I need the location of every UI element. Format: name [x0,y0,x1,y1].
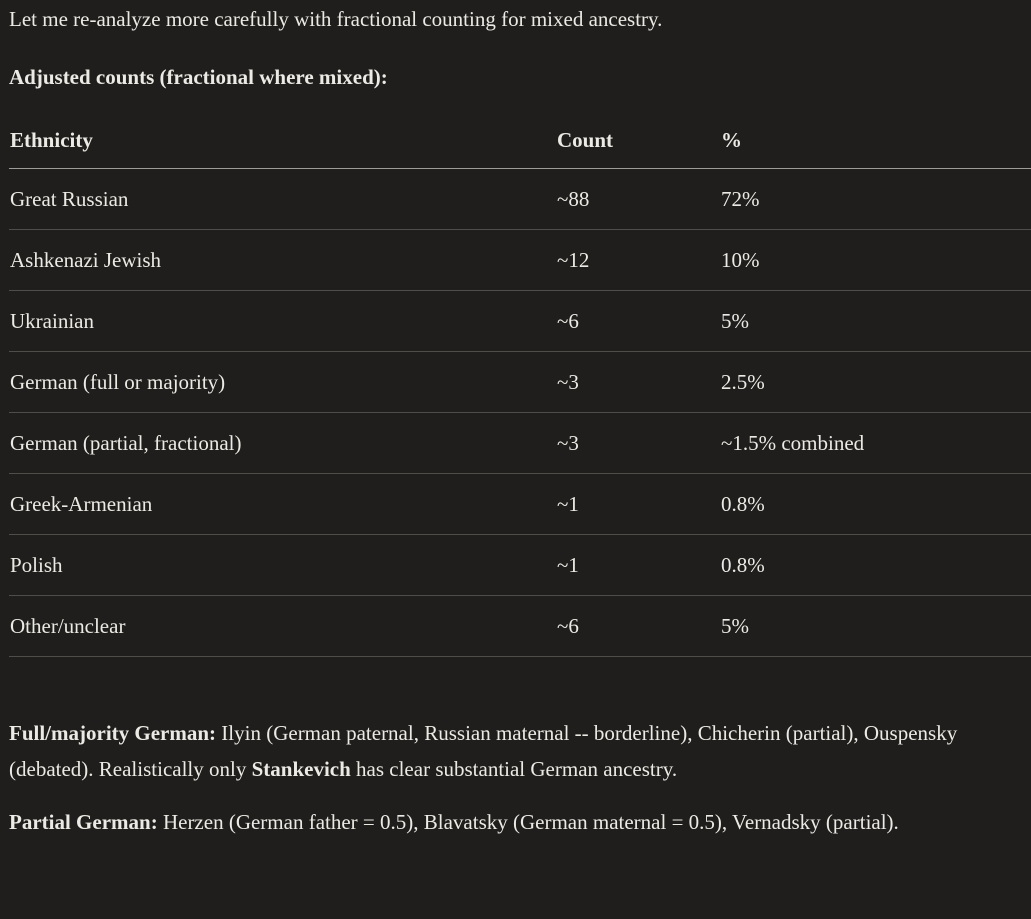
cell-percent: 5% [720,595,1031,657]
partial-german-label: Partial German: [9,810,158,834]
cell-count: ~3 [556,351,720,413]
table-row: German (partial, fractional) ~3 ~1.5% co… [9,412,1031,474]
full-majority-german-paragraph: Full/majority German: Ilyin (German pate… [9,715,1017,787]
column-header-percent: % [720,111,1031,169]
cell-count: ~3 [556,412,720,474]
cell-count: ~12 [556,229,720,291]
intro-text: Let me re-analyze more carefully with fr… [9,7,663,31]
table-row: Other/unclear ~6 5% [9,595,1031,657]
column-header-ethnicity: Ethnicity [9,111,556,169]
cell-percent: ~1.5% combined [720,412,1031,474]
table-row: Polish ~1 0.8% [9,534,1031,596]
cell-ethnicity: Great Russian [9,168,556,230]
chat-message: Let me re-analyze more carefully with fr… [9,7,1031,840]
partial-german-paragraph: Partial German: Herzen (German father = … [9,804,1017,840]
cell-ethnicity: Ashkenazi Jewish [9,229,556,291]
table-row: Ashkenazi Jewish ~12 10% [9,229,1031,291]
full-majority-german-label: Full/majority German: [9,721,217,745]
cell-ethnicity: German (full or majority) [9,351,556,413]
cell-percent: 0.8% [720,473,1031,535]
cell-ethnicity: Ukrainian [9,290,556,352]
table-header-row: Ethnicity Count % [9,111,1031,169]
cell-count: ~88 [556,168,720,230]
column-header-count: Count [556,111,720,169]
paragraph-text: has clear substantial German ancestry. [350,757,678,781]
cell-percent: 2.5% [720,351,1031,413]
cell-count: ~1 [556,473,720,535]
cell-count: ~6 [556,595,720,657]
cell-percent: 72% [720,168,1031,230]
table-row: Greek-Armenian ~1 0.8% [9,473,1031,535]
ethnicity-table: Ethnicity Count % Great Russian ~88 72% … [9,111,1031,657]
table-row: German (full or majority) ~3 2.5% [9,351,1031,413]
table-row: Great Russian ~88 72% [9,168,1031,230]
cell-percent: 10% [720,229,1031,291]
cell-ethnicity: Greek-Armenian [9,473,556,535]
cell-count: ~6 [556,290,720,352]
cell-ethnicity: Polish [9,534,556,596]
cell-count: ~1 [556,534,720,596]
cell-ethnicity: Other/unclear [9,595,556,657]
cell-ethnicity: German (partial, fractional) [9,412,556,474]
cell-percent: 5% [720,290,1031,352]
section-heading: Adjusted counts (fractional where mixed)… [9,65,388,89]
paragraph-text: Herzen (German father = 0.5), Blavatsky … [157,810,899,834]
table-row: Ukrainian ~6 5% [9,290,1031,352]
paragraph-text: Ilyin (German paternal, Russian maternal… [9,721,958,781]
cell-percent: 0.8% [720,534,1031,596]
stankevich-emphasis: Stankevich [251,757,351,781]
